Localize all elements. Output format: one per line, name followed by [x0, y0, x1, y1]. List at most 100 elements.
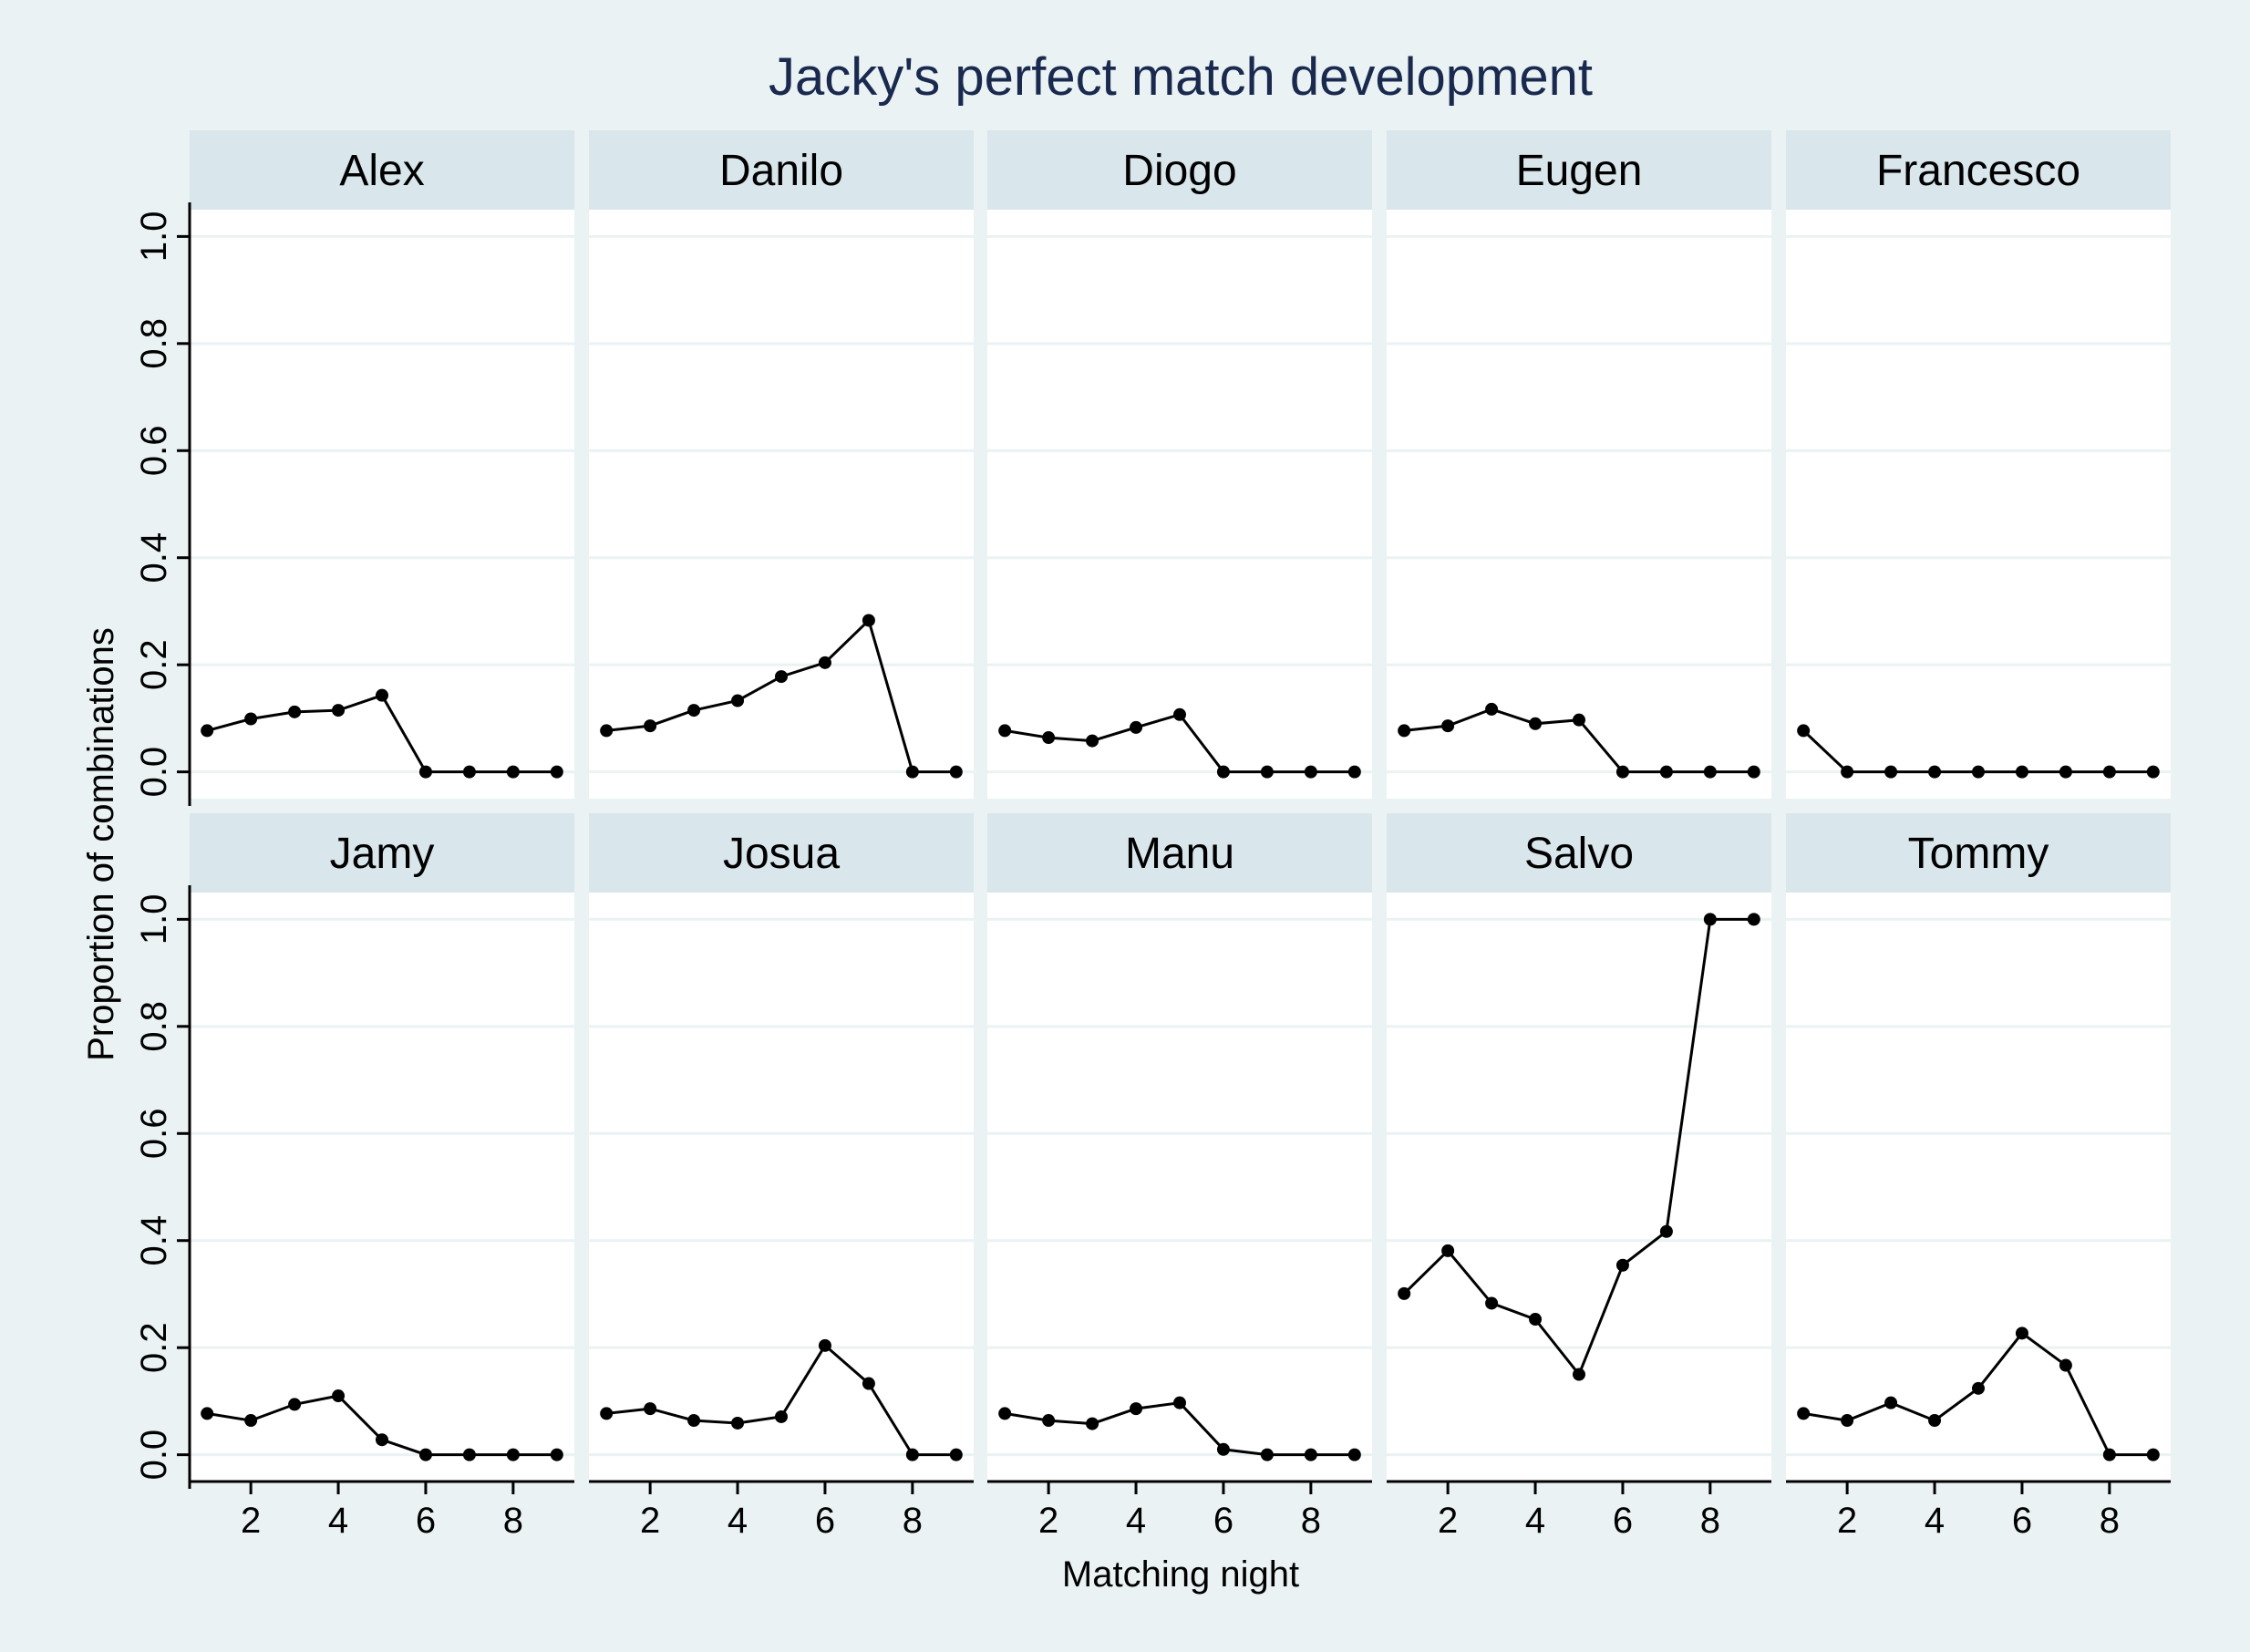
- data-point: [1130, 1402, 1143, 1416]
- data-point: [998, 724, 1012, 738]
- data-point: [1347, 1448, 1361, 1461]
- y-tick-label: 0.2: [134, 639, 174, 690]
- data-point: [506, 765, 520, 779]
- data-point: [288, 1398, 302, 1411]
- data-point: [687, 704, 701, 718]
- x-axis: 2 4 6 8: [1387, 1480, 1771, 1541]
- data-point: [244, 1414, 258, 1428]
- panel-label: Eugen: [1516, 147, 1643, 195]
- panel-label: Tommy: [1908, 830, 2049, 878]
- x-tick-label: 4: [1925, 1501, 1945, 1541]
- x-tick-label: 8: [2100, 1501, 2120, 1541]
- data-point: [1042, 731, 1056, 745]
- data-point: [1260, 765, 1274, 779]
- data-point: [2146, 1448, 2160, 1461]
- panel-label: Alex: [339, 147, 424, 195]
- data-point: [418, 1448, 432, 1461]
- data-point: [862, 614, 875, 627]
- y-tick-label: 1.0: [134, 212, 174, 263]
- data-point: [644, 1402, 657, 1416]
- data-point: [1485, 702, 1499, 716]
- data-point: [1797, 724, 1811, 738]
- data-point: [600, 724, 614, 738]
- panel-strip: [1786, 813, 2171, 893]
- data-point: [1441, 719, 1455, 733]
- plot-area: [589, 893, 974, 1482]
- x-tick-label: 8: [503, 1501, 523, 1541]
- data-point: [1884, 1396, 1898, 1409]
- data-point: [332, 1389, 346, 1403]
- panel-manu: Manu: [987, 813, 1372, 1482]
- data-point: [1972, 1381, 1985, 1395]
- panel-tommy: Tommy: [1786, 813, 2171, 1482]
- panel-alex: Alex: [190, 130, 574, 799]
- x-tick-label: 4: [1126, 1501, 1146, 1541]
- data-point: [1398, 1286, 1411, 1300]
- y-tick-label: 0.4: [134, 1215, 174, 1266]
- data-point: [1747, 913, 1760, 926]
- plot-area: [1387, 210, 1771, 799]
- data-point: [1573, 713, 1585, 727]
- x-axis: 2 4 6 8: [987, 1480, 1372, 1541]
- data-point: [905, 765, 919, 779]
- plot-area: [987, 893, 1372, 1482]
- data-point: [905, 1448, 919, 1461]
- data-point: [775, 670, 788, 684]
- x-axis: 2 4 6 8: [589, 1480, 974, 1541]
- y-axis: 0.0 0.2 0.4 0.6 0.8 1.0: [134, 202, 191, 806]
- data-point: [201, 1407, 214, 1420]
- data-point: [1485, 1296, 1499, 1310]
- data-point: [949, 765, 963, 779]
- data-point: [2102, 765, 2116, 779]
- data-point: [1398, 724, 1411, 738]
- x-tick-label: 6: [416, 1501, 436, 1541]
- panel-strip: [589, 130, 974, 210]
- y-tick-label: 1.0: [134, 894, 174, 945]
- data-point: [600, 1407, 614, 1420]
- x-tick-label: 4: [1525, 1501, 1545, 1541]
- panel-eugen: Eugen: [1387, 130, 1771, 799]
- x-tick-label: 8: [1700, 1501, 1720, 1541]
- data-point: [1972, 765, 1985, 779]
- y-tick-label: 0.6: [134, 1108, 174, 1159]
- y-tick-label: 0.6: [134, 425, 174, 476]
- y-tick-label: 0.4: [134, 532, 174, 583]
- data-point: [998, 1407, 1012, 1420]
- data-point: [862, 1377, 875, 1390]
- y-tick-label: 0.8: [134, 1001, 174, 1052]
- data-point: [1797, 1407, 1811, 1420]
- data-point: [1441, 1244, 1455, 1257]
- panel-strip: [1387, 130, 1771, 210]
- x-tick-label: 6: [2012, 1501, 2032, 1541]
- data-point: [550, 1448, 563, 1461]
- x-tick-label: 2: [1438, 1501, 1458, 1541]
- x-tick-label: 8: [1301, 1501, 1321, 1541]
- data-point: [1086, 734, 1099, 748]
- data-point: [949, 1448, 963, 1461]
- data-point: [1659, 1224, 1673, 1238]
- data-point: [550, 765, 563, 779]
- x-axes: 2 4 6 8 2 4 6 8 2 4 6 8 2 4 6 8 2 4 6 8: [190, 1480, 2171, 1541]
- data-point: [1659, 765, 1673, 779]
- x-tick-label: 6: [1613, 1501, 1633, 1541]
- x-tick-label: 4: [328, 1501, 348, 1541]
- data-point: [1928, 1414, 1942, 1428]
- data-point: [1304, 765, 1317, 779]
- data-point: [506, 1448, 520, 1461]
- data-point: [1086, 1417, 1099, 1430]
- data-point: [332, 704, 346, 718]
- data-point: [1747, 765, 1760, 779]
- data-point: [1841, 1414, 1854, 1428]
- data-point: [644, 719, 657, 733]
- data-point: [818, 656, 831, 669]
- x-tick-label: 2: [1837, 1501, 1857, 1541]
- data-point: [376, 1433, 388, 1447]
- x-axis-title: Matching night: [1062, 1554, 1299, 1595]
- panel-strip: [589, 813, 974, 893]
- data-point: [1615, 1258, 1629, 1272]
- x-axis: 2 4 6 8: [1786, 1480, 2171, 1541]
- data-point: [775, 1409, 788, 1423]
- x-tick-label: 8: [903, 1501, 923, 1541]
- panel-label: Jamy: [330, 830, 435, 878]
